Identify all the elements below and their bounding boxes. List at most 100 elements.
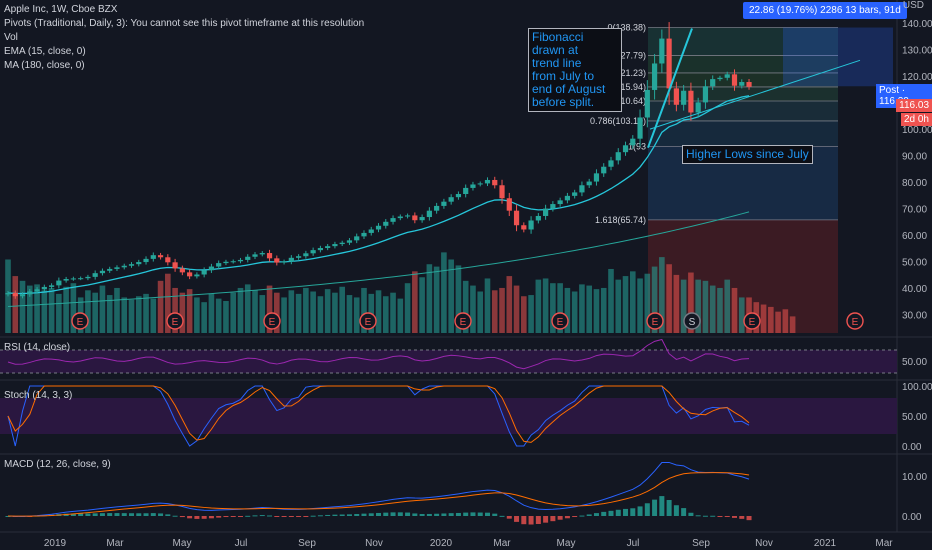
candle-body bbox=[579, 185, 585, 193]
earnings-marker bbox=[846, 312, 864, 330]
y-tick-label: 30.00 bbox=[902, 310, 927, 321]
volume-bar bbox=[157, 280, 164, 333]
fib-zone bbox=[648, 100, 838, 121]
fib-level-label: 0.5(115.94) bbox=[601, 82, 646, 92]
macd-histogram-bar bbox=[724, 516, 730, 517]
earnings-marker bbox=[454, 312, 472, 330]
volume-bar bbox=[353, 297, 360, 333]
post-label: Post bbox=[879, 85, 900, 96]
macd-histogram-bar bbox=[463, 512, 469, 516]
macd-histogram-bar bbox=[448, 513, 454, 516]
volume-bar bbox=[782, 309, 789, 333]
candle-body bbox=[194, 274, 200, 277]
x-tick-label: May bbox=[173, 538, 192, 549]
macd-histogram-bar bbox=[85, 513, 91, 516]
earnings-marker-label: E bbox=[460, 317, 467, 328]
macd-histogram-bar bbox=[557, 516, 563, 520]
candle-body bbox=[143, 258, 149, 263]
macd-histogram-bar bbox=[310, 515, 316, 517]
volume-bar bbox=[150, 298, 157, 333]
macd-tick: 0.00 bbox=[902, 512, 922, 523]
macd-histogram-bar bbox=[608, 510, 614, 516]
macd-histogram-bar bbox=[732, 516, 737, 518]
volume-bar bbox=[48, 287, 55, 333]
fib-level-label: 1(93 bbox=[628, 141, 646, 151]
candle-body bbox=[56, 280, 62, 286]
volume-bar bbox=[143, 293, 149, 333]
macd-histogram-bar bbox=[659, 496, 665, 516]
macd-histogram-bar bbox=[470, 512, 476, 516]
volume-bar bbox=[70, 283, 77, 333]
volume-bar bbox=[629, 271, 636, 333]
candle-body bbox=[390, 218, 396, 222]
candle-body bbox=[274, 258, 280, 263]
macd-histogram-bar bbox=[114, 513, 120, 516]
candle-body bbox=[230, 261, 236, 263]
macd-histogram-bar bbox=[593, 513, 599, 516]
candle-body bbox=[5, 293, 11, 295]
volume-bar bbox=[659, 257, 665, 333]
candle-body bbox=[434, 205, 440, 211]
volume-bar bbox=[412, 271, 418, 333]
candle-body bbox=[499, 185, 505, 199]
candle-body bbox=[557, 200, 563, 205]
candle-body bbox=[375, 225, 382, 230]
volume-bar bbox=[201, 302, 207, 333]
volume-bar bbox=[579, 284, 585, 333]
earnings-marker-label: E bbox=[172, 317, 179, 328]
macd-histogram-bar bbox=[535, 516, 541, 524]
candle-body bbox=[506, 198, 512, 211]
candle-body bbox=[48, 285, 55, 287]
macd-histogram-bar bbox=[746, 516, 752, 521]
fib-zone bbox=[648, 27, 838, 56]
candle-body bbox=[296, 256, 302, 258]
macd-histogram-bar bbox=[630, 508, 636, 516]
candle-body bbox=[601, 166, 607, 174]
earnings-marker-label: E bbox=[557, 317, 564, 328]
measure-label: 22.86 (19.76%) 2286 13 bars, 91d bbox=[743, 2, 907, 19]
candle-body bbox=[724, 74, 730, 78]
macd-histogram-bar bbox=[666, 500, 672, 516]
volume-bar bbox=[404, 283, 411, 333]
earnings-marker-label: E bbox=[269, 317, 276, 328]
fibonacci-note: Fibonacci drawn at trend line from July … bbox=[528, 28, 622, 112]
volume-bar bbox=[397, 298, 404, 333]
macd-histogram-bar bbox=[252, 515, 258, 517]
candle-body bbox=[303, 253, 309, 257]
volume-bar bbox=[281, 297, 287, 333]
macd-histogram-bar bbox=[150, 513, 156, 516]
stoch-tick: 100.00 bbox=[902, 382, 932, 393]
volume-bar bbox=[775, 311, 781, 333]
projection-line bbox=[649, 59, 861, 130]
macd-histogram-bar bbox=[296, 516, 302, 517]
candle-body bbox=[252, 254, 258, 257]
macd-histogram-bar bbox=[339, 514, 345, 516]
candle-body bbox=[484, 179, 491, 184]
volume-bar bbox=[194, 297, 200, 333]
macd-histogram-bar bbox=[274, 516, 280, 517]
macd-histogram-bar bbox=[441, 513, 447, 516]
candle-body bbox=[92, 273, 98, 277]
macd-histogram-bar bbox=[172, 515, 178, 517]
candle-body bbox=[688, 90, 694, 113]
volume-bar bbox=[114, 287, 120, 333]
volume-bar bbox=[186, 289, 193, 333]
volume-bar bbox=[295, 293, 302, 333]
candle-body bbox=[259, 253, 265, 255]
volume-bar bbox=[237, 287, 244, 333]
last-price-tag: 116.03 bbox=[896, 99, 932, 112]
macd-histogram-bar bbox=[673, 505, 679, 516]
volume-bar bbox=[346, 295, 353, 333]
candle-body bbox=[332, 244, 338, 247]
macd-tick: 10.00 bbox=[902, 472, 927, 483]
volume-bar bbox=[128, 299, 135, 333]
stoch-d-line bbox=[7, 385, 750, 443]
rsi-tick: 50.00 bbox=[902, 357, 927, 368]
earnings-marker bbox=[166, 312, 184, 330]
volume-bar bbox=[339, 286, 345, 333]
macd-histogram-bar bbox=[201, 516, 207, 519]
macd-histogram-bar bbox=[543, 516, 549, 523]
volume-bar bbox=[702, 280, 709, 333]
volume-bar bbox=[455, 265, 462, 333]
